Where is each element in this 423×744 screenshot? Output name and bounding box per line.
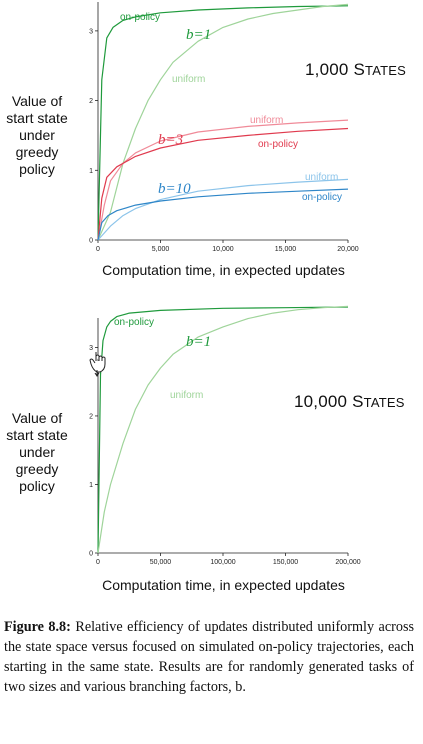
series-label-on-policy: on-policy [302,192,342,203]
series-label-on-policy: on-policy [114,317,154,328]
y-tick-label: 1 [89,482,93,489]
y-tick-label: 2 [89,98,93,105]
series-line-b3-on-policy [98,129,348,241]
plot-area-1000-states: 0 1 2 3 0 5,000 10,000 15,000 20,000 on-policy uni… [0,0,423,290]
branching-factor-label: b=3 [158,132,183,148]
y-tick-label: 3 [89,28,93,35]
figure-caption: Figure 8.8: Relative efficiency of updat… [4,617,414,697]
series-label-uniform: uniform [250,115,283,126]
series-label-on-policy: on-policy [120,12,160,23]
series-label-uniform: uniform [172,74,205,85]
series-line-b10-uniform [98,179,348,240]
chart-10000-states: Value of start state under greedy policy… [0,300,423,600]
states-annotation: 1,000 STATES [305,60,406,80]
caption-label: Figure 8.8: [4,619,71,635]
branching-factor-label: b=10 [158,181,191,197]
branching-factor-label: b=1 [186,334,211,350]
x-tick-label: 100,000 [210,559,235,566]
x-tick-label: 15,000 [275,246,297,253]
x-tick-label: 5,000 [152,246,170,253]
series-label-on-policy: on-policy [258,139,298,150]
branching-factor-label: b=1 [186,27,211,43]
x-tick-label: 0 [96,559,100,566]
series-line-b1-uniform [98,306,348,553]
x-tick-label: 50,000 [150,559,172,566]
x-tick-label: 10,000 [212,246,234,253]
y-tick-label: 2 [89,413,93,420]
states-annotation: 10,000 STATES [294,392,405,412]
chart-1000-states: Value of start state under greedy policy… [0,0,423,290]
x-axis-label: Computation time, in expected updates [12,577,423,593]
series-label-uniform: uniform [170,390,203,401]
y-tick-label: 1 [89,168,93,175]
x-axis-label: Computation time, in expected updates [12,262,423,278]
series-line-b1-on-policy [98,307,348,553]
y-tick-label: 0 [89,238,93,245]
x-tick-label: 20,000 [337,246,359,253]
x-tick-label: 200,000 [335,559,360,566]
series-label-uniform: uniform [305,172,338,183]
x-tick-label: 0 [96,246,100,253]
hand-cursor-icon [89,350,107,378]
x-tick-label: 150,000 [273,559,298,566]
y-tick-label: 0 [89,551,93,558]
